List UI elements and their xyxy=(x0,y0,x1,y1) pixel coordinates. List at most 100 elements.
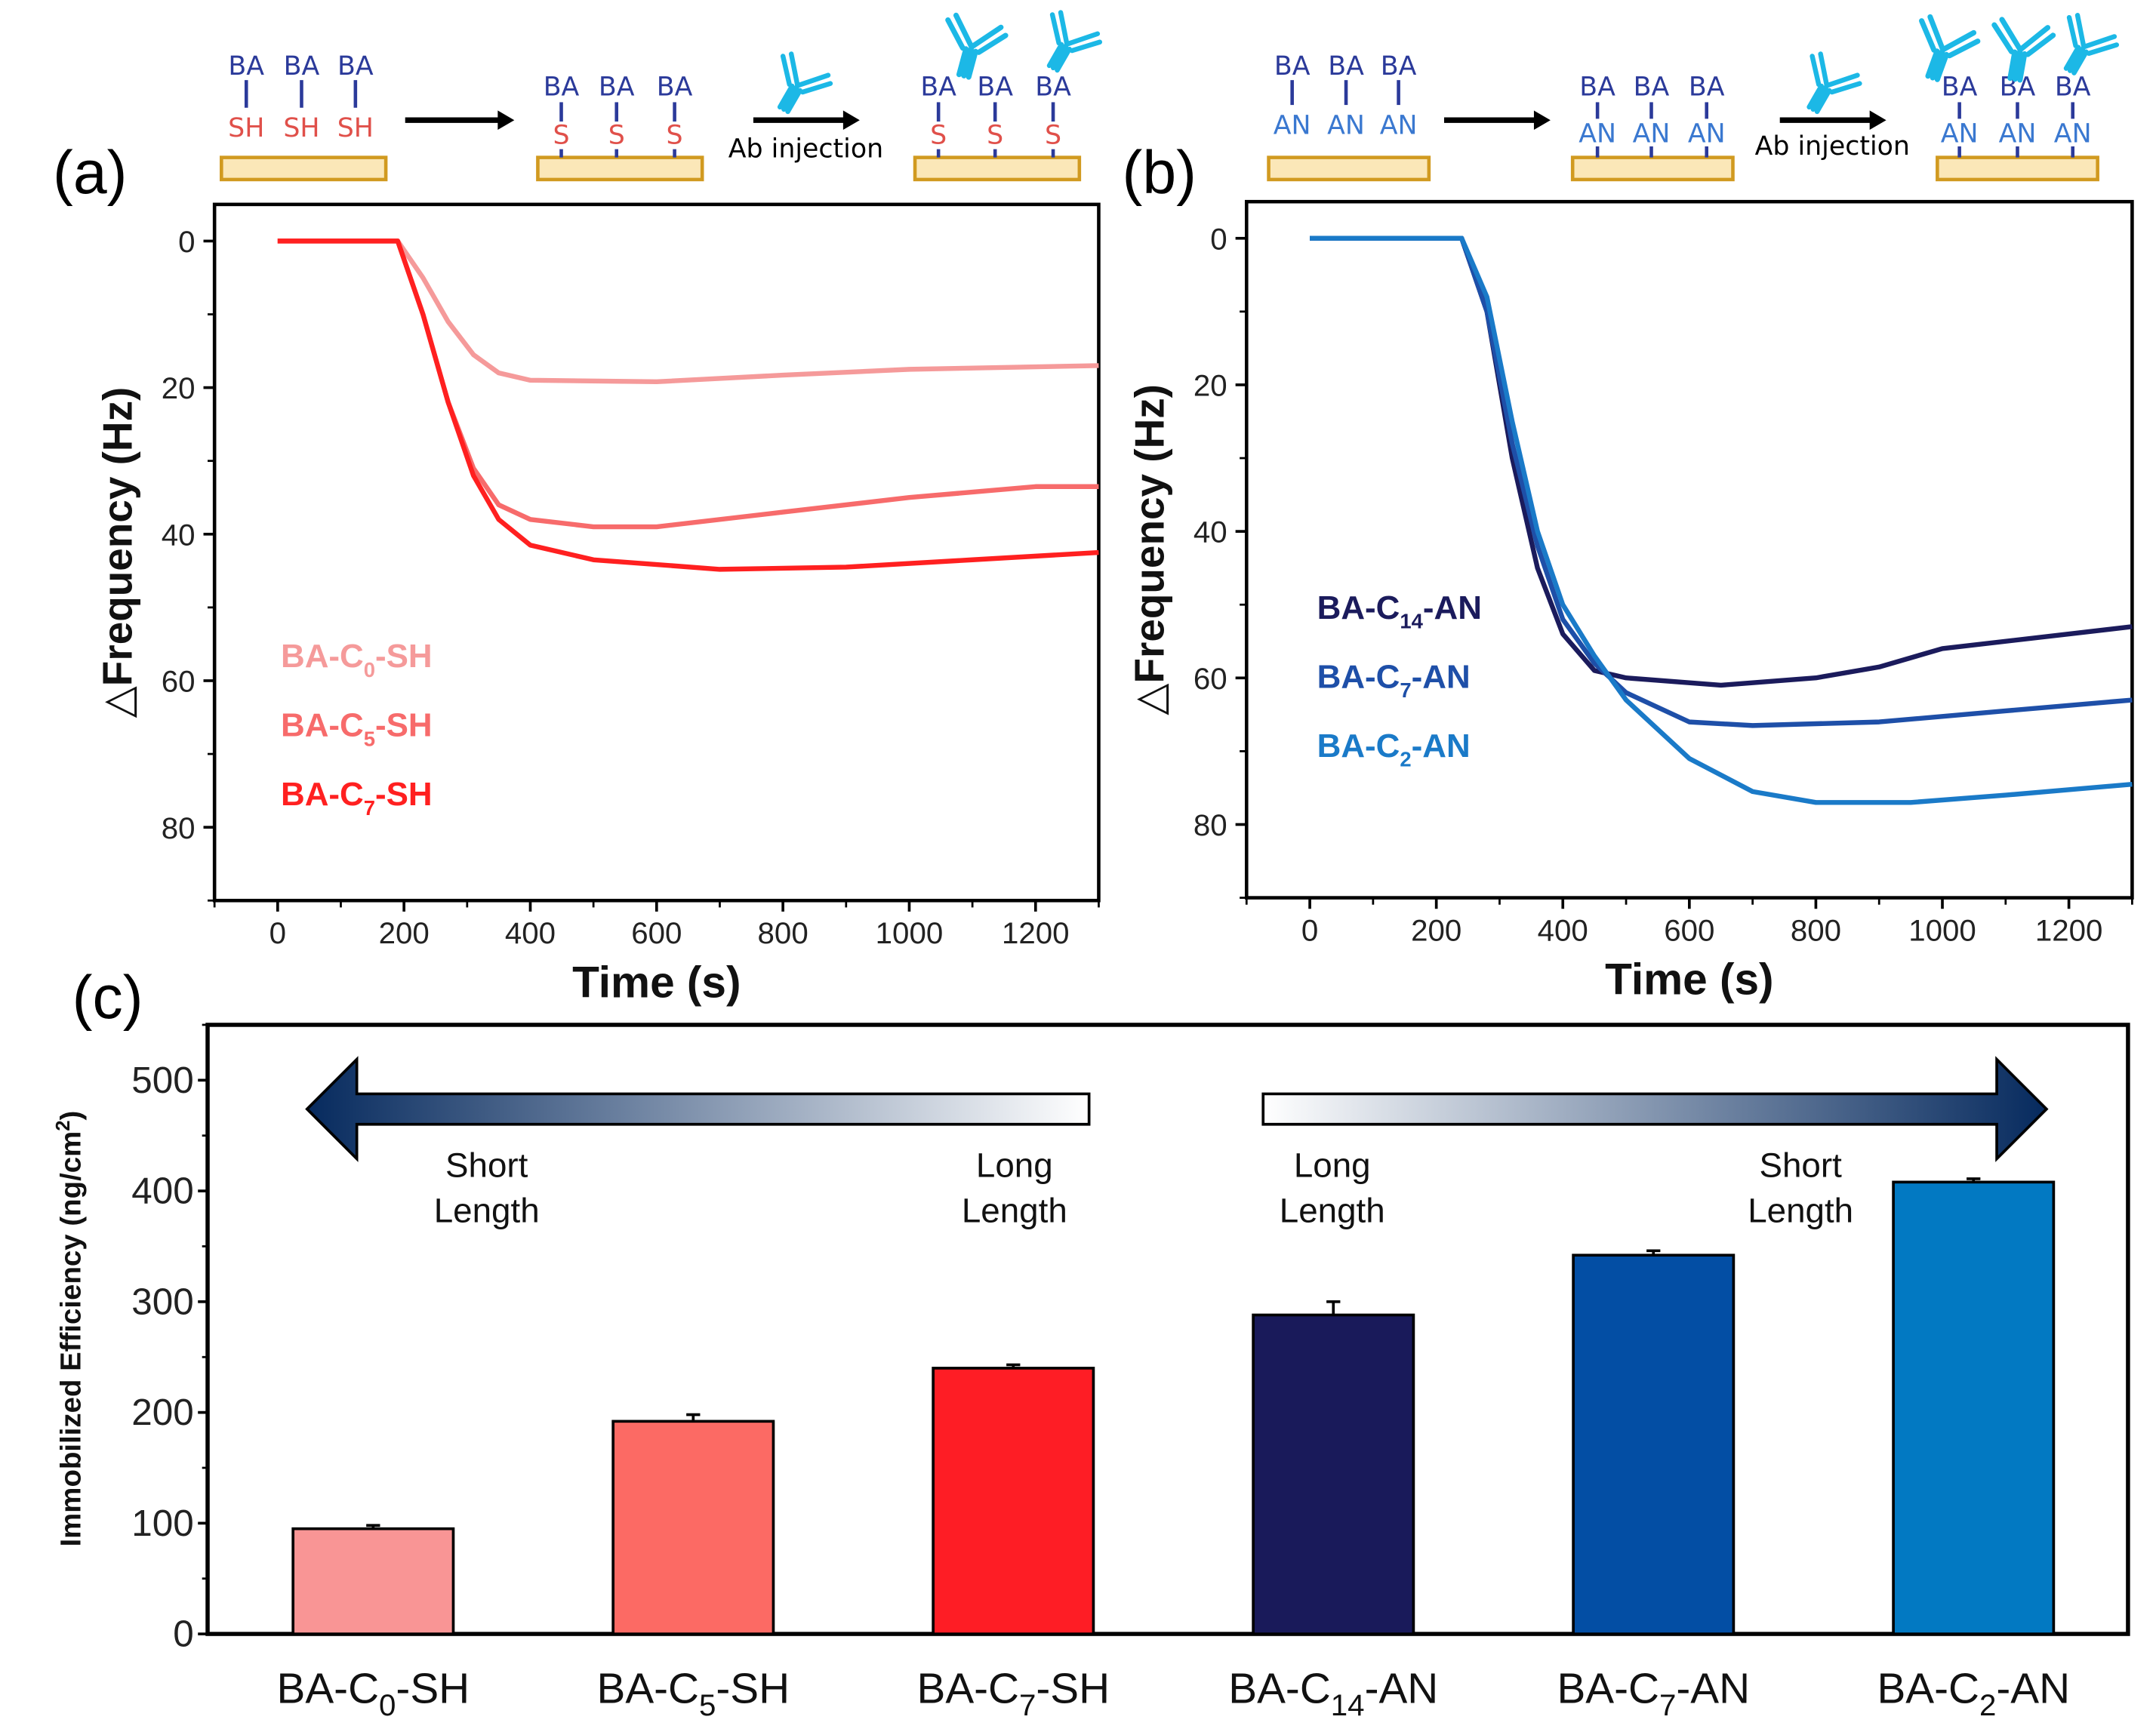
annotation-line1: Short xyxy=(1759,1146,1842,1184)
gold-substrate xyxy=(1936,155,2099,182)
receptor-label: BA xyxy=(657,72,693,102)
arrow-head-icon xyxy=(1533,110,1551,131)
annotation-line2: Length xyxy=(434,1192,540,1230)
receptor-label: BA xyxy=(1381,51,1417,82)
receptor-label: BA xyxy=(1579,72,1615,102)
anchor-label: S xyxy=(553,120,569,150)
y-tick-label: 20 xyxy=(162,371,196,405)
legend-entry-prefix: BA-C xyxy=(281,776,364,813)
series-line-BA-C2-AN xyxy=(1310,235,2133,805)
annotation-line2: Length xyxy=(962,1192,1067,1230)
legend-entry-suffix: -AN xyxy=(1423,589,1482,626)
annotation-line1: Long xyxy=(1294,1146,1371,1184)
x-axis-title: Time (s) xyxy=(1605,955,1773,1004)
anchor-label: AN xyxy=(2054,119,2092,149)
antibody-icon xyxy=(1919,14,1981,82)
category-label-subscript: 7 xyxy=(1659,1688,1676,1722)
receptor-label: BA xyxy=(1274,51,1311,82)
category-label-subscript: 14 xyxy=(1331,1688,1365,1722)
receptor-label: BA xyxy=(544,72,580,102)
arrow-head-icon xyxy=(1869,110,1886,131)
category-label-prefix: BA-C xyxy=(597,1666,700,1713)
antibody-stroke xyxy=(945,12,1009,80)
gold-substrate xyxy=(220,155,388,182)
category-label-prefix: BA-C xyxy=(1228,1666,1331,1713)
anchor-label: AN xyxy=(1941,119,1979,149)
category-label: BA-C14-AN xyxy=(1228,1666,1438,1722)
category-label: BA-C5-SH xyxy=(597,1666,790,1722)
x-tick-label: 0 xyxy=(1301,913,1318,947)
x-tick-label: 800 xyxy=(1791,913,1841,947)
legend-entry-prefix: BA-C xyxy=(1317,658,1400,695)
antibody-icon xyxy=(945,12,1009,80)
legend-entry-subscript: 14 xyxy=(1400,610,1423,633)
category-label-suffix: -SH xyxy=(396,1666,470,1713)
bar xyxy=(611,1420,775,1635)
anchor-label: AN xyxy=(1633,119,1671,149)
category-label-prefix: BA-C xyxy=(1557,1666,1659,1713)
category-label-suffix: -SH xyxy=(716,1666,790,1713)
legend-entry-subscript: 2 xyxy=(1400,748,1411,771)
x-tick-label: 600 xyxy=(631,916,682,950)
legend-entry-subscript: 7 xyxy=(364,796,375,820)
y-axis-title: △Frequency (Hz) xyxy=(1126,384,1172,715)
category-label: BA-C7-AN xyxy=(1557,1666,1750,1722)
panel-label-a: (a) xyxy=(53,139,127,207)
antibody-stroke xyxy=(2063,13,2120,75)
anchor-label: SH xyxy=(283,113,319,143)
x-tick-label: 1000 xyxy=(876,916,944,950)
category-label-prefix: BA-C xyxy=(277,1666,380,1713)
antibody-stroke xyxy=(1919,14,1981,82)
x-tick-label: 600 xyxy=(1664,913,1714,947)
legend-entry-suffix: -AN xyxy=(1412,658,1471,695)
legend-entry-prefix: BA-C xyxy=(281,706,364,743)
schematic: BA SH BA SH BA SH BA S BA S BA S BA S BA S BA S Ab injecti… xyxy=(220,10,2120,182)
anchor-label: AN xyxy=(1999,119,2037,149)
anchor-label: SH xyxy=(337,113,374,143)
antibody-stroke xyxy=(1806,51,1862,115)
receptor-label: BA xyxy=(1942,72,1978,102)
anchor-label: S xyxy=(667,120,683,150)
legend-entry: BA-C7-SH xyxy=(281,776,433,820)
x-tick-label: 200 xyxy=(1411,913,1461,947)
y-tick-label: 40 xyxy=(162,518,196,552)
x-tick-label: 1200 xyxy=(2035,913,2103,947)
receptor-label: BA xyxy=(599,72,635,102)
series-line-BA-C7-AN xyxy=(1310,235,2133,728)
y-tick-label: 400 xyxy=(131,1171,193,1212)
x-tick-label: 400 xyxy=(505,916,556,950)
arrow-head-icon xyxy=(842,110,860,131)
y-tick-label: 80 xyxy=(1194,808,1227,842)
category-label: BA-C2-AN xyxy=(1877,1666,2070,1722)
anchor-label: SH xyxy=(228,113,264,143)
legend-entry-subscript: 5 xyxy=(364,727,375,750)
anchor-label: AN xyxy=(1578,119,1616,149)
receptor-label: BA xyxy=(977,72,1013,102)
antibody-stroke xyxy=(777,51,833,115)
legend-entry-suffix: -SH xyxy=(375,638,433,675)
y-tick-label: 0 xyxy=(178,225,195,259)
x-tick-label: 0 xyxy=(270,916,286,950)
receptor-label: BA xyxy=(1328,51,1364,82)
receptor-label: BA xyxy=(228,51,264,82)
category-label-subscript: 2 xyxy=(1979,1688,1996,1722)
legend-entry: BA-C7-AN xyxy=(1317,658,1471,702)
category-label-subscript: 7 xyxy=(1019,1688,1036,1722)
category-label-subscript: 0 xyxy=(379,1688,396,1722)
y-tick-label: 100 xyxy=(131,1503,193,1544)
panel-label-c: (c) xyxy=(72,964,143,1032)
x-tick-label: 800 xyxy=(758,916,808,950)
legend-entry-subscript: 0 xyxy=(364,658,375,681)
category-label-suffix: -AN xyxy=(1365,1666,1439,1713)
x-axis-title: Time (s) xyxy=(572,958,741,1007)
legend-entry: BA-C14-AN xyxy=(1317,589,1482,633)
category-label-subscript: 5 xyxy=(699,1688,716,1722)
short-length-left-arrow-icon xyxy=(305,1056,1091,1162)
anchor-label: S xyxy=(987,120,1003,150)
receptor-label: BA xyxy=(337,51,374,82)
category-label-prefix: BA-C xyxy=(1877,1666,1979,1713)
anchor-label: AN xyxy=(1688,119,1726,149)
anchor-label: S xyxy=(608,120,625,150)
annotation-line1: Short xyxy=(445,1146,528,1184)
